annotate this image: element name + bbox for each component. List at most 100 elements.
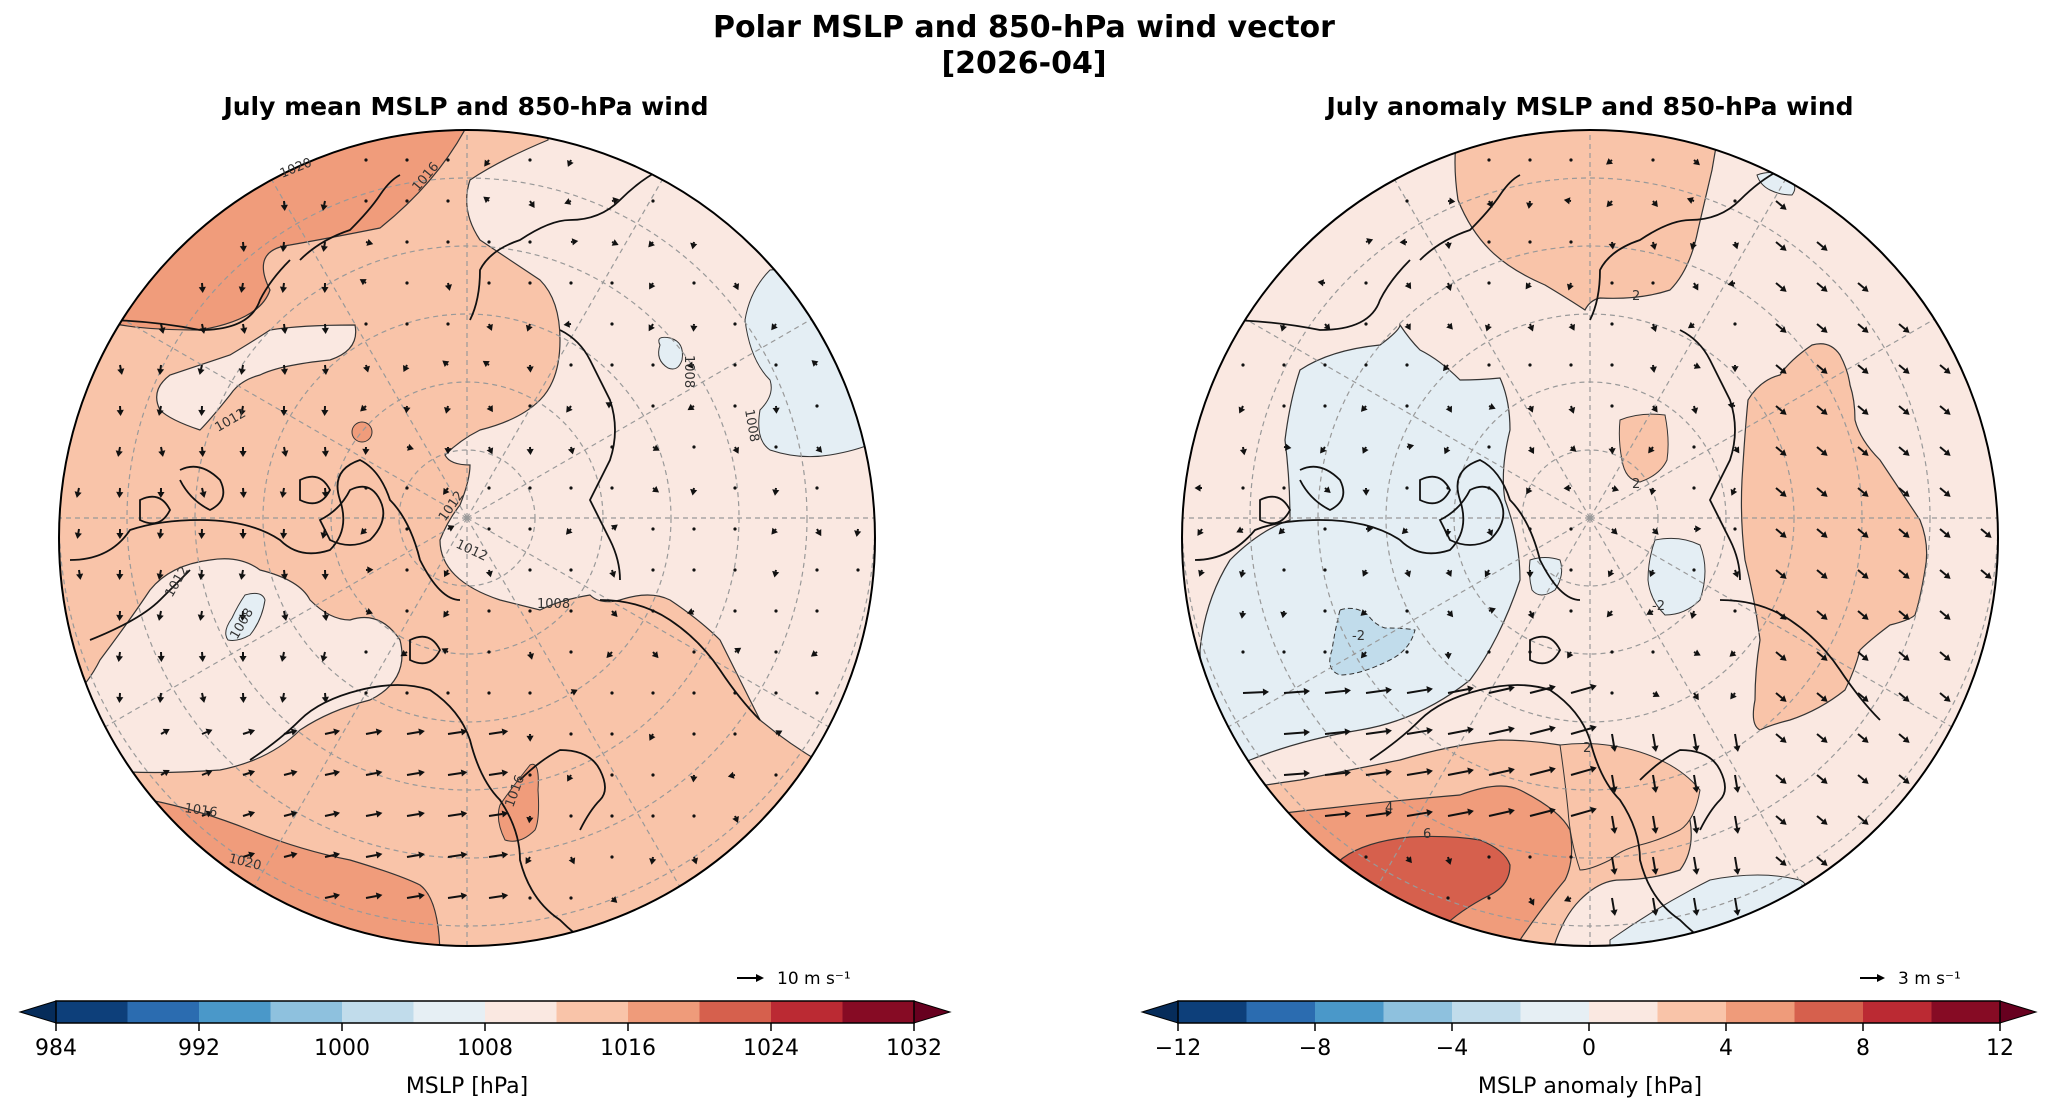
wind-vector-shaft <box>1775 856 1783 863</box>
contour-label: 2 <box>1632 477 1640 492</box>
wind-vector <box>1404 569 1412 578</box>
wind-vector-shaft <box>1939 610 1947 617</box>
wind-vector-shaft <box>1406 729 1428 735</box>
wind-vector-head <box>1733 909 1741 916</box>
wind-vector-head <box>1278 527 1286 535</box>
wind-vector <box>1488 684 1515 694</box>
wind-vector-shaft <box>487 363 490 366</box>
wind-vector-shaft <box>569 528 572 531</box>
wind-vector <box>242 851 256 859</box>
wind-vector <box>1405 486 1409 490</box>
wind-vector-head <box>526 816 534 824</box>
wind-vector-head <box>418 892 425 900</box>
wind-vector-shaft <box>1242 691 1264 694</box>
wind-vector <box>76 569 84 580</box>
wind-vector-head <box>1692 283 1699 291</box>
wind-vector <box>485 569 493 578</box>
wind-vector-head <box>1239 612 1247 619</box>
wind-vector-shaft <box>568 405 572 409</box>
wind-vector <box>1730 487 1738 496</box>
wind-vector-shaft <box>1693 282 1697 286</box>
wind-vector <box>1405 404 1409 408</box>
wind-vector-head <box>1902 490 1910 497</box>
wind-vector-head <box>239 450 247 457</box>
left-map-fill <box>59 130 875 946</box>
wind-vector <box>1324 810 1351 818</box>
wind-vector-shaft <box>160 323 163 329</box>
wind-vector <box>1365 768 1392 776</box>
wind-vector <box>1733 856 1741 875</box>
wind-vector <box>405 322 409 326</box>
wind-vector-shaft <box>363 528 367 532</box>
wind-vector-head <box>1733 827 1741 834</box>
wind-vector <box>692 445 696 449</box>
wind-vector-head <box>732 283 740 291</box>
wind-vector <box>528 568 532 572</box>
wind-vector-shaft <box>611 527 614 530</box>
wind-vector-shaft <box>119 364 122 370</box>
wind-vector <box>1610 363 1614 367</box>
wind-vector-shaft <box>1816 815 1824 822</box>
wind-vector <box>324 810 340 818</box>
right-map-fill <box>1182 130 1998 946</box>
wind-vector <box>1898 446 1910 456</box>
wind-vector <box>1569 855 1573 859</box>
wind-vector-dot <box>569 363 573 367</box>
wind-vector-head <box>375 892 383 900</box>
wind-vector <box>364 691 368 695</box>
wind-vector <box>1570 724 1597 735</box>
wind-vector <box>1857 569 1869 579</box>
wind-vector-head <box>563 320 570 328</box>
wind-vector-head <box>117 368 125 375</box>
wind-vector-head <box>1902 654 1910 661</box>
wind-vector <box>1320 446 1327 454</box>
wind-vector-head <box>1861 572 1869 579</box>
wind-vector <box>364 650 368 654</box>
wind-vector <box>486 323 493 331</box>
wind-vector-head <box>1610 827 1618 834</box>
wind-vector-head <box>1820 449 1828 456</box>
wind-vector-head <box>1943 408 1951 415</box>
wind-vector-head <box>197 614 205 621</box>
wind-vector <box>157 651 165 662</box>
wind-vector-dot <box>1610 281 1614 285</box>
wind-vector-shaft <box>201 813 208 817</box>
wind-vector-head <box>321 286 329 293</box>
wind-vector-head <box>1426 809 1433 817</box>
wind-vector <box>405 691 409 695</box>
wind-vector-dot <box>1405 199 1409 203</box>
wind-vector <box>486 446 494 455</box>
wind-vector-head <box>1590 765 1597 773</box>
right-quiver-key: 3 m s⁻¹ <box>1860 969 1961 989</box>
wind-vector-shaft <box>282 487 285 493</box>
wind-vector <box>1486 200 1493 208</box>
wind-vector <box>1692 815 1700 834</box>
wind-vector-shaft <box>1734 446 1737 449</box>
wind-vector <box>1733 774 1741 793</box>
wind-vector-head <box>1651 786 1659 793</box>
contour-label: 1016 <box>183 801 218 820</box>
colorbar-tick-label: 984 <box>35 1036 77 1061</box>
wind-vector-head <box>652 444 660 451</box>
wind-vector-shaft <box>1898 446 1906 453</box>
wind-vector-head <box>652 485 660 493</box>
wind-vector <box>1649 569 1656 578</box>
wind-vector-head <box>1360 404 1368 412</box>
colorbar-tick-label: 1000 <box>314 1036 370 1061</box>
wind-vector-shaft <box>1283 731 1305 735</box>
wind-vector-head <box>1779 326 1787 333</box>
wind-vector-head <box>1238 406 1246 414</box>
wind-vector-head <box>1567 651 1574 659</box>
wind-vector-head <box>158 450 166 457</box>
wind-vector-head <box>1610 527 1618 535</box>
wind-vector <box>281 610 289 621</box>
wind-vector-shaft <box>527 856 531 860</box>
wind-vector <box>197 364 205 375</box>
wind-vector <box>1939 446 1951 456</box>
wind-vector <box>1816 692 1828 702</box>
wind-vector-shaft <box>1446 446 1449 450</box>
wind-vector-shaft <box>611 610 615 614</box>
wind-vector-dot <box>1487 240 1491 244</box>
wind-vector-dot <box>1733 199 1737 203</box>
wind-vector-head <box>1820 572 1828 579</box>
